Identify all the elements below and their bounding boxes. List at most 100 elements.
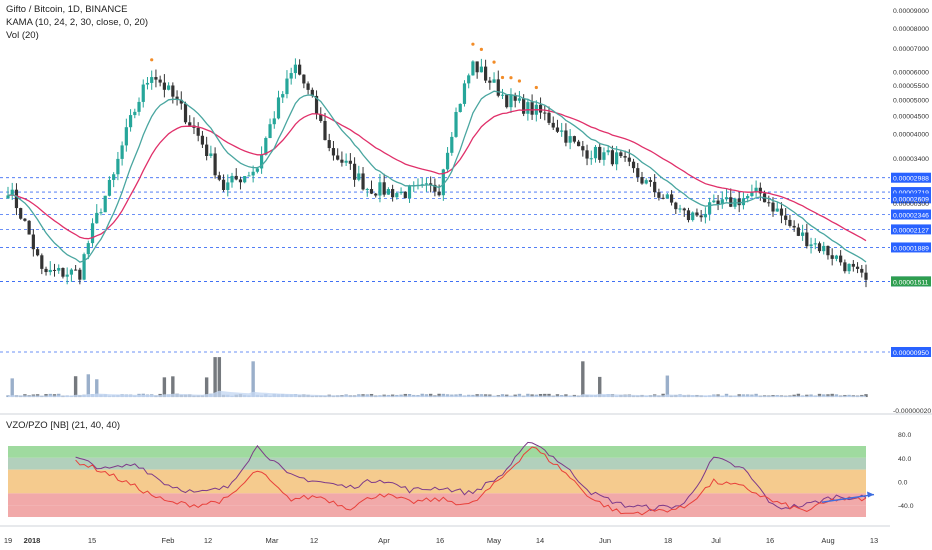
candle-body xyxy=(196,127,200,136)
volume-bar xyxy=(864,394,868,398)
volume-bar xyxy=(500,394,505,398)
candle-body xyxy=(78,269,82,280)
oscillator-band xyxy=(8,457,866,470)
price-tick-label: 0.00007000 xyxy=(893,46,929,53)
price-axis: 0.00009000 0.00008000 0.00007000 0.00006000… xyxy=(893,8,931,510)
candle-body xyxy=(750,191,754,197)
symbol-legend[interactable]: Gifto / Bitcoin, 1D, BINANCE xyxy=(6,4,128,15)
candle-body xyxy=(775,208,779,212)
volume-bar xyxy=(538,393,543,398)
candle-body xyxy=(424,183,429,185)
candle-body xyxy=(669,194,674,203)
candle-body xyxy=(593,146,598,159)
candle-body xyxy=(585,150,589,159)
candle-body xyxy=(627,157,631,162)
candle-body xyxy=(205,144,209,157)
candle-body xyxy=(509,94,513,108)
candle-body xyxy=(623,156,627,158)
candle-body xyxy=(95,212,99,224)
time-tick-label: 16 xyxy=(436,536,444,545)
candle-body xyxy=(52,269,57,271)
candle-body xyxy=(695,212,699,216)
candle-body xyxy=(247,175,251,177)
oscillator-tick-label: -40.0 xyxy=(898,503,914,510)
candle-body xyxy=(10,189,14,196)
candle-body xyxy=(530,102,534,115)
candle-body xyxy=(691,212,695,221)
volume-bar xyxy=(665,375,670,398)
candle-body xyxy=(703,213,707,218)
candle-body xyxy=(467,75,471,84)
time-tick-label: 19 xyxy=(4,536,12,545)
pzo-line xyxy=(75,446,867,516)
volume-legend[interactable]: Vol (20) xyxy=(6,30,39,41)
volume-bar xyxy=(420,393,424,398)
candle-body xyxy=(445,152,450,170)
volume-bar xyxy=(403,393,408,398)
candle-body xyxy=(145,82,150,85)
price-level-label: 0.00002609 xyxy=(893,196,929,203)
volume-tick-label: -0.00000020 xyxy=(893,408,931,415)
candle-body xyxy=(855,266,860,269)
candle-body xyxy=(395,193,399,198)
price-tick-label: 0.00009000 xyxy=(893,8,929,15)
volume-bar xyxy=(581,361,585,398)
candle-body xyxy=(433,184,437,192)
candle-body xyxy=(653,181,657,193)
time-tick-label: 12 xyxy=(204,536,212,545)
candle-body xyxy=(564,130,568,143)
candle-body xyxy=(302,74,306,84)
volume-bar xyxy=(517,393,522,398)
candle-body xyxy=(65,274,69,277)
candle-body xyxy=(74,269,78,271)
candle-body xyxy=(674,202,678,210)
candle-body xyxy=(107,179,112,196)
candle-body xyxy=(505,94,509,108)
candle-body xyxy=(809,244,813,247)
volume-bar xyxy=(162,377,167,398)
candle-body xyxy=(560,130,564,132)
time-tick-label: 12 xyxy=(310,536,318,545)
candle-body xyxy=(323,120,327,141)
candle-body xyxy=(581,146,585,151)
candle-body xyxy=(234,175,238,180)
candle-body xyxy=(86,243,90,255)
volume-bar xyxy=(57,393,61,398)
candle-body xyxy=(399,191,403,194)
candle-body xyxy=(610,150,615,165)
kama-legend[interactable]: KAMA (10, 24, 2, 30, close, 0, 20) xyxy=(6,17,149,28)
candle-body xyxy=(615,152,619,165)
candle-body xyxy=(543,112,547,114)
time-tick-label: Apr xyxy=(378,536,390,545)
candle-body xyxy=(268,124,272,139)
volume-bar xyxy=(428,393,433,398)
candle-body xyxy=(6,195,10,199)
candle-body xyxy=(217,175,221,180)
volume-tick-label: 0.00000300 xyxy=(893,201,929,208)
candle-body xyxy=(120,145,124,159)
candle-body xyxy=(289,73,293,79)
candle-body xyxy=(788,219,792,226)
volume-bar xyxy=(407,394,412,398)
signal-dot xyxy=(509,76,513,80)
candle-body xyxy=(40,255,44,269)
time-tick-label: 14 xyxy=(536,536,544,545)
price-level-label: 0.00001511 xyxy=(893,279,929,286)
candle-body xyxy=(276,97,281,119)
candle-body xyxy=(551,122,555,128)
candle-body xyxy=(538,104,543,113)
candle-body xyxy=(44,268,48,273)
candle-body xyxy=(458,103,462,112)
price-level-label: 0.00001889 xyxy=(893,245,929,252)
candle-body xyxy=(209,153,213,157)
oscillator-legend[interactable]: VZO/PZO [NB] (21, 40, 40) xyxy=(6,420,121,431)
signal-dot xyxy=(479,47,483,51)
candle-body xyxy=(648,180,653,182)
oscillator-tick-label: 0.0 xyxy=(898,480,908,487)
volume-bar xyxy=(171,376,175,398)
oscillator-band xyxy=(8,481,866,494)
candle-body xyxy=(128,115,133,128)
candle-body xyxy=(116,158,120,175)
candle-body xyxy=(555,127,560,132)
